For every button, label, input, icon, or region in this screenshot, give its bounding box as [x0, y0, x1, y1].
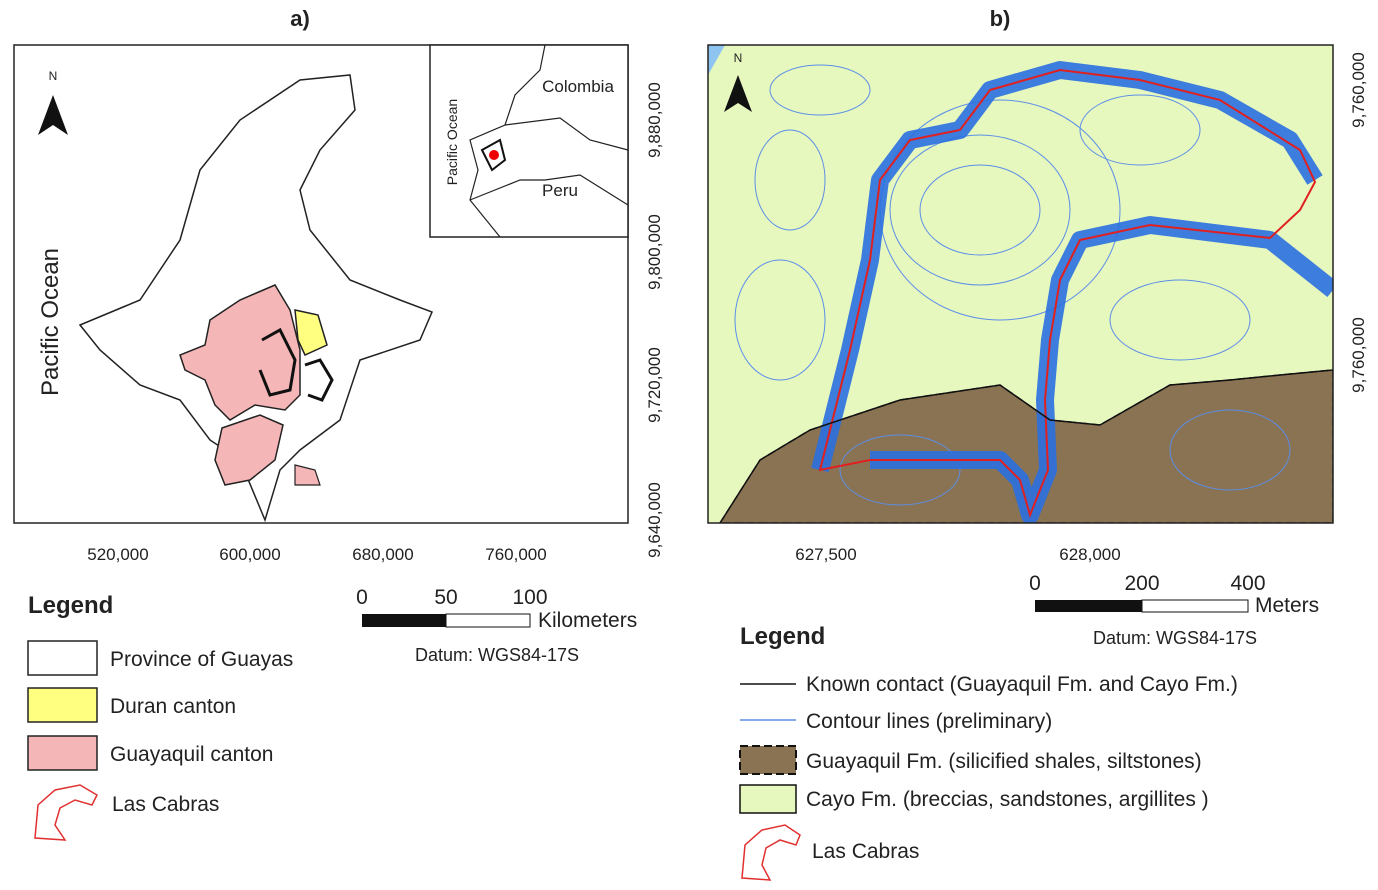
contour-line [919, 164, 1041, 256]
inset-label: Colombia [542, 77, 614, 96]
contour-line [839, 434, 961, 506]
x-tick-label: 628,000 [1059, 545, 1120, 564]
rivers [258, 327, 334, 402]
known-contact [719, 369, 1333, 523]
map-frame [707, 44, 1334, 524]
legend-item: Guayaquil Fm. (silicified shales, siltst… [806, 750, 1202, 773]
guayaquil-area [294, 464, 321, 486]
contour-line [734, 259, 826, 381]
legend-symbol [34, 784, 98, 841]
panel-label: a) [290, 6, 310, 31]
inset-guayas [480, 138, 507, 172]
contour-line [754, 129, 826, 231]
scale-label: 200 [1124, 572, 1159, 595]
datum: Datum: WGS84-17S [1093, 628, 1257, 648]
legend-swatch [27, 687, 98, 723]
legend-swatch [739, 784, 797, 814]
ocean-label: Pacific Ocean [37, 248, 64, 396]
guayaquil-canton [179, 284, 301, 421]
north-arrow [724, 75, 752, 112]
inset-label: Peru [542, 181, 578, 200]
contour-line [889, 134, 1071, 286]
scale-bar [445, 613, 531, 628]
legend-item: Las Cabras [812, 840, 919, 863]
inset-location [489, 150, 499, 160]
north-arrow [38, 95, 68, 135]
scale-bar [1141, 599, 1249, 613]
y-tick-label: 9,880,000 [645, 82, 664, 158]
contours [734, 64, 1291, 506]
guayaquil-island [214, 414, 284, 486]
x-tick-label: 520,000 [87, 545, 148, 564]
y-tick-label: 9,800,000 [645, 214, 664, 290]
legend-title: Legend [740, 623, 825, 650]
contour-line [1079, 94, 1201, 166]
inset-borders [469, 44, 629, 238]
duran-canton [294, 309, 328, 356]
water [708, 45, 725, 75]
legend-symbol [741, 824, 801, 881]
legend-swatch [27, 735, 98, 771]
legend-item: Province of Guayas [110, 648, 293, 671]
contour-line [1169, 409, 1291, 491]
scale-unit: Kilometers [538, 609, 637, 632]
y-tick-label: 9,640,000 [645, 482, 664, 558]
legend-item: Las Cabras [112, 793, 219, 816]
scale-label: 100 [512, 586, 547, 609]
panel-label: b) [990, 6, 1011, 31]
x-tick-label: 760,000 [485, 545, 546, 564]
north-label: N [734, 51, 743, 65]
scale-unit: Meters [1255, 594, 1319, 617]
scale-label: 50 [434, 586, 457, 609]
legend-item: Cayo Fm. (breccias, sandstones, argillit… [806, 788, 1209, 811]
legend-item: Known contact (Guayaquil Fm. and Cayo Fm… [806, 673, 1238, 696]
north-label: N [49, 69, 58, 83]
y-tick-label: 9,720,000 [645, 347, 664, 423]
scale-label: 0 [356, 586, 368, 609]
inset-label: Pacific Ocean [444, 99, 460, 185]
las-cabras-outline [818, 68, 1317, 519]
legend-item: Contour lines (preliminary) [806, 710, 1052, 733]
legend-item: Guayaquil canton [110, 743, 273, 766]
y-tick-label: 9,760,000 [1349, 317, 1368, 393]
y-tick-label: 9,760,000 [1349, 52, 1368, 128]
contour-line [769, 64, 871, 116]
contour-line [1109, 279, 1251, 361]
x-tick-label: 680,000 [352, 545, 413, 564]
legend-swatch [739, 745, 797, 775]
datum: Datum: WGS84-17S [415, 645, 579, 665]
scale-label: 400 [1230, 572, 1265, 595]
legend-swatch [27, 640, 98, 676]
scale-bar [1035, 600, 1142, 612]
scale-label: 0 [1029, 572, 1041, 595]
legend-title: Legend [28, 592, 113, 619]
legend-item: Duran canton [110, 695, 236, 718]
x-tick-label: 600,000 [219, 545, 280, 564]
scale-bar [362, 614, 446, 627]
x-tick-label: 627,500 [795, 545, 856, 564]
